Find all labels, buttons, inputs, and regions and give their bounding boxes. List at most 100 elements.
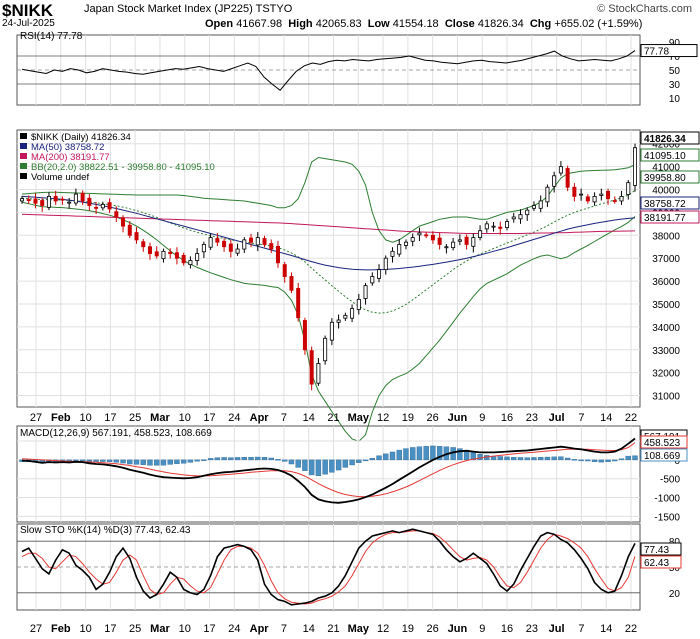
macd-histogram-bar <box>335 459 342 471</box>
price-tick-label: 38000 <box>652 231 680 242</box>
candle-body <box>437 237 442 245</box>
price-x-tick-label: 12 <box>377 412 389 424</box>
bottom-x-tick-label: Mar <box>150 623 170 635</box>
macd-histogram-bar <box>389 451 396 461</box>
macd-histogram-bar <box>140 459 146 465</box>
rsi-tick-label: 10 <box>669 94 681 105</box>
macd-right-label: 458.523 <box>644 438 681 449</box>
macd-histogram-bar <box>133 459 140 465</box>
candle-body <box>498 226 503 229</box>
candle-body <box>606 190 611 200</box>
macd-histogram-bar <box>436 446 443 461</box>
candle-body <box>471 237 476 247</box>
candle-body <box>46 195 51 208</box>
candle-body <box>451 241 456 249</box>
candle-body <box>478 230 483 238</box>
price-right-label: 39958.80 <box>644 173 686 184</box>
candle-body <box>545 186 550 203</box>
bottom-x-tick-label: 10 <box>79 623 91 635</box>
macd-histogram-bar <box>147 459 153 466</box>
candle-body <box>242 239 247 250</box>
candle-body <box>67 201 72 204</box>
candle-body <box>87 197 92 206</box>
candle-body <box>100 204 105 209</box>
macd-histogram-bar <box>416 446 423 461</box>
macd-histogram-bar <box>625 455 631 461</box>
bottom-x-tick-label: 27 <box>30 623 42 635</box>
macd-histogram-bar <box>618 458 625 461</box>
macd-histogram-bar <box>322 459 328 475</box>
macd-right-label: 108.669 <box>644 451 681 462</box>
ma50-line <box>21 195 636 271</box>
price-x-tick-label: 17 <box>104 412 116 424</box>
price-x-tick-label: 24 <box>228 412 240 424</box>
macd-histogram-bar <box>396 449 402 461</box>
candle-body <box>592 195 597 203</box>
bottom-x-tick-label: 25 <box>129 623 141 635</box>
macd-histogram-bar <box>329 459 335 473</box>
macd-histogram-bar <box>282 459 288 462</box>
legend-swatch <box>20 153 27 159</box>
low-value: 41554.18 <box>392 18 439 30</box>
legend-entry: Volume undef <box>31 172 89 183</box>
candle-body <box>40 200 45 206</box>
candle-body <box>316 363 321 384</box>
macd-histogram-bar <box>167 459 173 465</box>
rsi-last-label: 77.78 <box>644 47 669 58</box>
candle-body <box>552 175 557 187</box>
macd-panel <box>16 425 641 523</box>
candle-body <box>626 182 631 195</box>
price-x-tick-label: 26 <box>427 412 439 424</box>
macd-line <box>21 437 636 504</box>
bottom-x-tick-label: 26 <box>427 623 439 635</box>
candle-body <box>107 202 112 210</box>
index-name: Japan Stock Market Index (JP225) TSTYO <box>84 3 292 15</box>
price-x-tick-label: Jun <box>448 412 468 424</box>
macd-histogram-bar <box>288 459 295 465</box>
price-right-label-box <box>640 210 700 224</box>
macd-histogram-bar <box>221 457 227 461</box>
macd-histogram-bar <box>497 456 503 461</box>
candle-body <box>53 195 58 202</box>
macd-histogram-bar <box>376 455 382 461</box>
rsi-tick-label: 50 <box>669 66 681 77</box>
exchange: TSTYO <box>255 3 293 15</box>
price-x-tick-label: 16 <box>501 412 513 424</box>
rsi-line <box>21 50 636 91</box>
macd-tick-label: -1000 <box>654 494 680 505</box>
macd-right-label-box <box>640 448 688 462</box>
macd-histogram-bar <box>127 459 133 465</box>
price-right-label-box <box>640 148 700 162</box>
index-full-name: Japan Stock Market Index (JP225) <box>84 3 253 15</box>
macd-histogram-bar <box>187 459 194 463</box>
close-value: 41826.34 <box>477 18 524 30</box>
macd-histogram-bar <box>207 458 214 461</box>
ma200-line <box>21 213 636 234</box>
candle-body <box>147 246 152 255</box>
candle-body <box>417 232 422 236</box>
price-x-tick-label: 27 <box>30 412 42 424</box>
bottom-x-tick-label: 19 <box>402 623 414 635</box>
legend-entry: $NIKK (Daily) 41826.34 <box>31 132 131 143</box>
macd-histogram-bar <box>598 459 605 463</box>
candle-body <box>579 193 584 196</box>
candle-body <box>558 166 563 174</box>
macd-histogram-bar <box>174 459 180 465</box>
candle-body <box>19 198 24 202</box>
candle-body <box>134 232 139 241</box>
macd-histogram-bar <box>356 459 362 463</box>
candle-body <box>518 214 523 220</box>
macd-histogram-bar <box>383 453 389 461</box>
candle-body <box>531 205 536 209</box>
close-label: Close <box>444 18 475 30</box>
candle-body <box>33 198 38 204</box>
candle-body <box>80 192 85 202</box>
candle-body <box>484 223 489 230</box>
candle-body <box>168 251 173 255</box>
bottom-x-tick-label: 24 <box>228 623 240 635</box>
legend-entry: MA(200) 38191.77 <box>31 152 110 163</box>
macd-histogram-bar <box>228 457 234 461</box>
macd-histogram-bar <box>369 457 375 461</box>
candle-body <box>430 234 435 241</box>
candle-body <box>350 308 355 319</box>
